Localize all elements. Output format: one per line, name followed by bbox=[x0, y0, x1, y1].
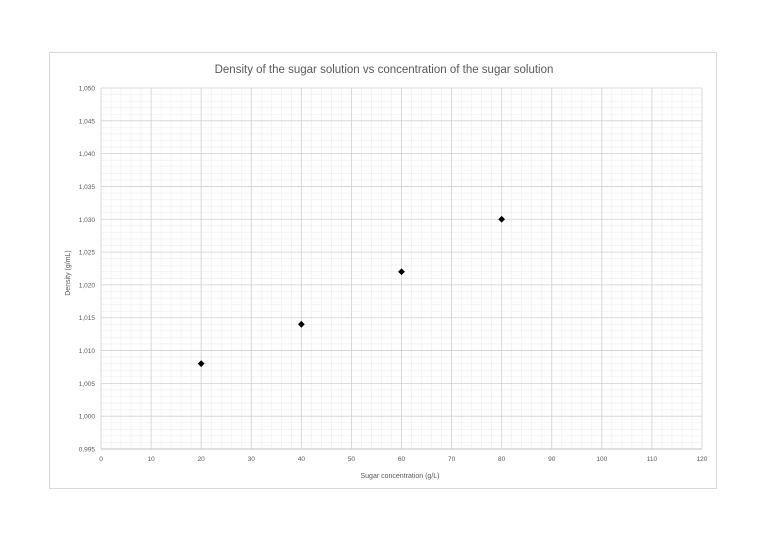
y-tick-label: 0,995 bbox=[79, 447, 96, 454]
x-tick-label: 120 bbox=[697, 456, 708, 463]
chart-title: Density of the sugar solution vs concent… bbox=[215, 64, 554, 76]
data-point bbox=[498, 215, 506, 223]
x-axis-label: Sugar concentration (g/L) bbox=[361, 473, 440, 480]
y-tick-label: 1,005 bbox=[79, 381, 96, 388]
data-point bbox=[197, 360, 205, 368]
y-tick-label: 1,045 bbox=[79, 118, 96, 125]
data-points bbox=[197, 215, 506, 368]
data-point bbox=[398, 268, 405, 276]
y-tick-label: 1,000 bbox=[79, 414, 96, 421]
x-tick-label: 90 bbox=[548, 456, 556, 463]
data-point bbox=[297, 320, 305, 328]
y-tick-label: 1,035 bbox=[79, 184, 96, 191]
y-axis-ticks: 0,995 1,000 1,005 1,010 1,015 1,020 1,025 1,030… bbox=[79, 86, 96, 454]
y-tick-label: 1,050 bbox=[79, 86, 96, 93]
major-gridlines bbox=[100, 87, 703, 450]
y-tick-label: 1,040 bbox=[79, 151, 96, 158]
x-axis-ticks: 0 10 20 30 40 50 60 70 80 90 100 110 120 bbox=[99, 456, 708, 463]
y-tick-label: 1,025 bbox=[79, 250, 96, 257]
x-tick-label: 20 bbox=[198, 456, 206, 463]
y-tick-label: 1,030 bbox=[79, 217, 96, 224]
y-tick-label: 1,020 bbox=[79, 282, 96, 289]
x-tick-label: 0 bbox=[99, 456, 103, 463]
y-axis-label: Density (g/mL) bbox=[65, 250, 72, 296]
x-tick-label: 10 bbox=[147, 456, 155, 463]
chart-area: Density of the sugar solution vs concent… bbox=[49, 52, 717, 489]
scatter-chart: Density of the sugar solution vs concent… bbox=[65, 64, 708, 480]
x-tick-label: 40 bbox=[298, 456, 306, 463]
x-tick-label: 70 bbox=[448, 456, 456, 463]
x-tick-label: 100 bbox=[596, 456, 607, 463]
y-tick-label: 1,010 bbox=[79, 348, 96, 355]
y-tick-label: 1,015 bbox=[79, 315, 96, 322]
x-tick-label: 50 bbox=[348, 456, 356, 463]
x-tick-label: 80 bbox=[498, 456, 506, 463]
x-tick-label: 60 bbox=[398, 456, 406, 463]
x-tick-label: 110 bbox=[647, 456, 658, 463]
x-tick-label: 30 bbox=[248, 456, 256, 463]
